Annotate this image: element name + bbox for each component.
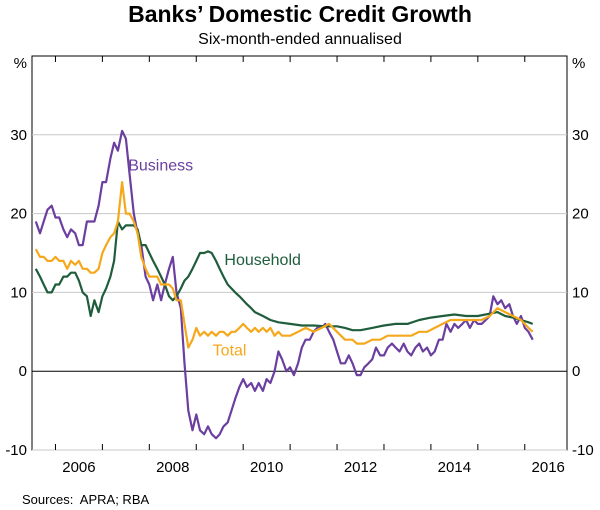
x-tick-label: 2010 [250,459,283,476]
series-line-business [34,129,534,440]
y-tick-label-right: 10 [572,284,589,301]
y-tick-label-left: 0 [19,363,27,380]
chart-title: Banks’ Domestic Credit Growth [128,1,472,27]
x-tick-label: 2012 [344,459,377,476]
series-line-household [34,220,534,332]
y-tick-label-right: -10 [572,442,594,459]
y-tick-label-left: 30 [10,127,27,144]
series-label-household: Household [224,252,301,269]
y-tick-label-left: 20 [10,206,27,223]
chart-source: Sources: APRA; RBA [22,492,150,507]
chart-subtitle: Six-month-ended annualised [198,31,402,48]
x-tick-label: 2008 [156,459,189,476]
x-tick-label: 2006 [62,459,95,476]
series-label-total: Total [213,342,247,359]
y-unit-right: % [572,55,585,72]
series-label-business: Business [128,157,193,174]
series-line-total [34,181,534,349]
x-tick-label: 2016 [532,459,565,476]
y-unit-left: % [14,55,27,72]
y-tick-label-right: 20 [572,206,589,223]
y-tick-label-right: 0 [572,363,580,380]
y-tick-label-left: -10 [5,442,27,459]
x-tick-label: 2014 [438,459,471,476]
y-tick-label-right: 30 [572,127,589,144]
y-tick-label-left: 10 [10,284,27,301]
